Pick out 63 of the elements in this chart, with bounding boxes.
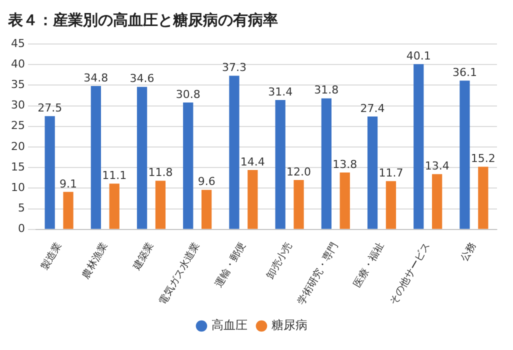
bar (340, 172, 350, 229)
data-label: 31.4 (268, 85, 293, 98)
y-tick-label: 5 (18, 202, 25, 215)
bar (367, 116, 378, 229)
bar (136, 86, 148, 229)
data-label: 9.6 (198, 175, 216, 188)
bar (90, 86, 101, 229)
x-tick-label: 卸売小売 (264, 240, 294, 281)
y-tick-label: 45 (10, 36, 25, 50)
x-tick-label: その他サービス (387, 240, 433, 307)
bar (414, 64, 424, 229)
bar (275, 100, 286, 229)
bar (229, 76, 240, 229)
y-tick-label: 20 (10, 140, 25, 153)
bar (460, 80, 470, 229)
chart-title: 表４：産業別の高血圧と糖尿病の有病率 (7, 10, 278, 29)
y-tick-label: 25 (10, 119, 25, 132)
data-label: 9.1 (60, 177, 78, 190)
x-tick-label: 公務 (458, 240, 479, 264)
bar (294, 180, 304, 229)
x-tick-label: 農林漁業 (80, 240, 110, 281)
x-tick-label: 建築業 (130, 240, 156, 274)
data-label: 13.8 (332, 158, 358, 171)
x-tick-label: 医療・福祉 (351, 240, 387, 290)
bar (432, 174, 442, 229)
data-label: 31.8 (314, 84, 339, 97)
legend-label: 糖尿病 (272, 318, 308, 332)
data-label: 30.8 (176, 88, 200, 101)
bar (248, 170, 258, 229)
data-label: 14.4 (240, 155, 265, 168)
y-tick-label: 30 (10, 98, 25, 112)
data-label: 37.3 (222, 61, 246, 74)
legend-label: 高血圧 (212, 318, 248, 332)
data-label: 40.1 (406, 50, 431, 63)
bar (386, 181, 396, 229)
x-tick-label: 運輸・郵便 (212, 240, 248, 290)
data-label: 27.5 (38, 101, 62, 114)
y-tick-label: 35 (10, 78, 25, 92)
x-tick-label: 学術研究・専門 (295, 240, 340, 307)
bar (63, 192, 74, 229)
bar (321, 98, 332, 229)
data-label: 11.7 (378, 166, 404, 180)
data-label: 36.1 (452, 66, 477, 80)
bar (155, 180, 166, 229)
bar (478, 166, 488, 229)
y-tick-label: 40 (10, 57, 25, 70)
bar (44, 116, 55, 229)
x-tick-label: 電気ガス水道業 (156, 240, 202, 307)
data-label: 34.8 (84, 71, 108, 84)
y-tick-label: 10 (10, 181, 25, 194)
y-tick-label: 0 (18, 222, 25, 236)
bar (183, 102, 194, 229)
data-label: 34.6 (130, 72, 154, 86)
bar (201, 190, 212, 229)
y-tick-label: 15 (10, 160, 25, 174)
data-label: 13.4 (424, 160, 450, 173)
bar (109, 184, 120, 229)
data-label: 11.1 (102, 169, 127, 182)
data-label: 11.8 (148, 166, 173, 180)
x-tick-label: 製造業 (38, 240, 64, 272)
data-label: 15.2 (470, 152, 496, 166)
data-label: 12.0 (286, 165, 312, 178)
data-label: 27.4 (360, 102, 385, 115)
